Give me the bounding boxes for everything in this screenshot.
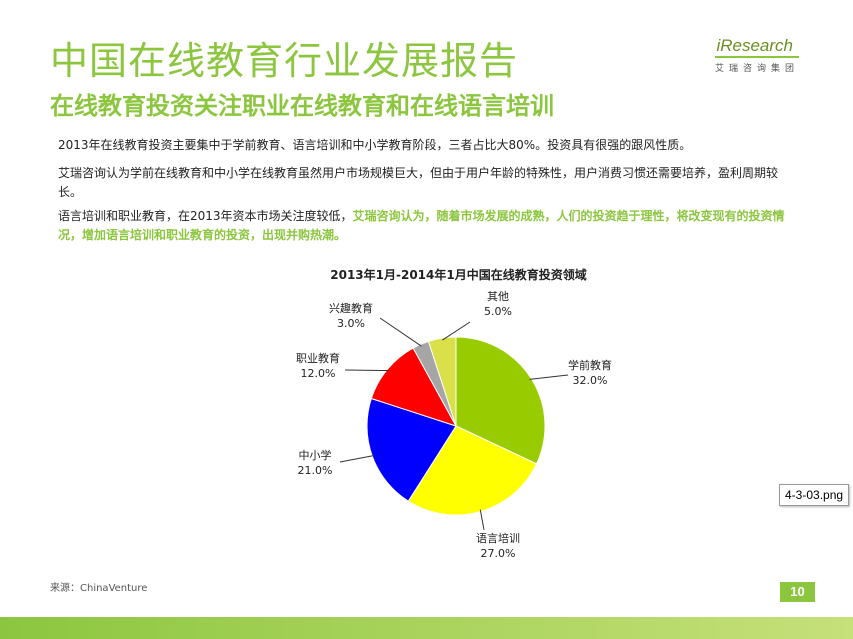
pie-label-3: 中小学 [299, 448, 332, 462]
pie-slice-4 [370, 347, 458, 427]
pie-leader-line-2 [479, 509, 485, 531]
pie-leader-line-6 [442, 321, 471, 341]
pie-label-4: 职业教育 [296, 351, 340, 365]
paragraph-1: 2013年在线教育投资主要集中于学前教育、语言培训和中小学教育阶段，三者占比大8… [58, 138, 692, 152]
paragraph-3-highlight: 艾瑞咨询认为，随着市场发展的成熟，人们的投资趋于理性，将改变现有的投资情况，增加… [58, 209, 785, 242]
pie-value-label-6: 5.0% [484, 305, 512, 318]
pie-value-label-4: 12.0% [301, 367, 336, 380]
paragraph-2: 艾瑞咨询认为学前在线教育和中小学在线教育虽然用户市场规模巨大，但由于用户年龄的特… [58, 166, 779, 199]
pie-value-label-2: 27.0% [481, 547, 516, 560]
logo-name: iResearch [714, 36, 799, 58]
page-title: 中国在线教育行业发展报告 [50, 39, 519, 83]
paragraph-3: 语言培训和职业教育，在2013年资本市场关注度较低，艾瑞咨询认为，随着市场发展的… [58, 207, 794, 245]
pie-label-6: 其他 [487, 290, 509, 303]
source-note: 来源：ChinaVenture [50, 583, 148, 594]
pie-slice-6 [427, 336, 457, 427]
pie-value-label-5: 3.0% [337, 317, 365, 330]
pie-label-1: 学前教育 [568, 358, 612, 372]
pie-leader-line-3 [339, 454, 375, 463]
pie-label-5: 兴趣教育 [329, 301, 373, 315]
logo-subtitle: 艾瑞咨询集团 [714, 64, 799, 74]
pie-value-label-1: 32.0% [573, 374, 608, 387]
file-name-tag: 4-3-03.png [779, 484, 850, 506]
iresearch-logo: iResearch 艾瑞咨询集团 [714, 36, 799, 74]
paragraph-3-text: 语言培训和职业教育，在2013年资本市场关注度较低， [58, 209, 353, 223]
pie-leader-line-5 [379, 317, 422, 347]
pie-slice-1 [455, 336, 546, 465]
pie-leader-line-1 [529, 374, 569, 380]
bottom-bar [0, 617, 853, 639]
pie-value-label-3: 21.0% [298, 464, 333, 477]
pie-leader-line-4 [344, 369, 389, 372]
page-subtitle: 在线教育投资关注职业在线教育和在线语言培训 [50, 92, 554, 120]
pie-label-2: 语言培训 [476, 531, 520, 545]
chart-title: 2013年1月-2014年1月中国在线教育投资领域 [330, 268, 587, 282]
page-number: 10 [780, 582, 815, 602]
